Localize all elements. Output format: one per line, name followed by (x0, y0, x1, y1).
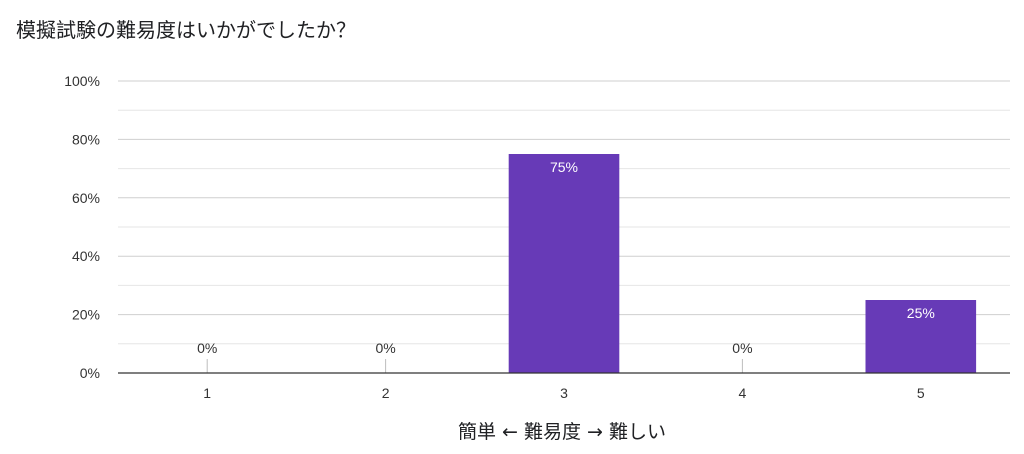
y-tick-label: 100% (64, 73, 100, 89)
x-tick-label: 4 (739, 385, 747, 401)
x-axis-ticks: 1 2 3 4 5 (203, 385, 925, 401)
bar (865, 300, 977, 373)
bars: 0% 0% 75% 0% 25% (197, 154, 977, 373)
x-axis-label: 簡単 ← 難易度 → 難しい (458, 421, 666, 443)
x-tick-label: 3 (560, 385, 568, 401)
bar-value-label: 0% (197, 340, 217, 356)
y-axis-ticks: 0% 20% 40% 60% 80% 100% (64, 73, 100, 381)
bar-value-label: 75% (550, 159, 578, 175)
chart-title: 模擬試験の難易度はいかがでしたか？ (16, 18, 356, 42)
x-tick-label: 1 (203, 385, 211, 401)
x-tick-label: 5 (917, 385, 925, 401)
bar-value-label: 0% (732, 340, 752, 356)
x-tick-label: 2 (382, 385, 390, 401)
y-tick-label: 0% (80, 365, 100, 381)
y-tick-label: 60% (72, 190, 100, 206)
bar-value-label: 0% (375, 340, 395, 356)
y-tick-label: 20% (72, 307, 100, 323)
y-tick-label: 40% (72, 248, 100, 264)
y-tick-label: 80% (72, 131, 100, 147)
bar (508, 154, 620, 373)
bar-value-label: 25% (907, 305, 935, 321)
